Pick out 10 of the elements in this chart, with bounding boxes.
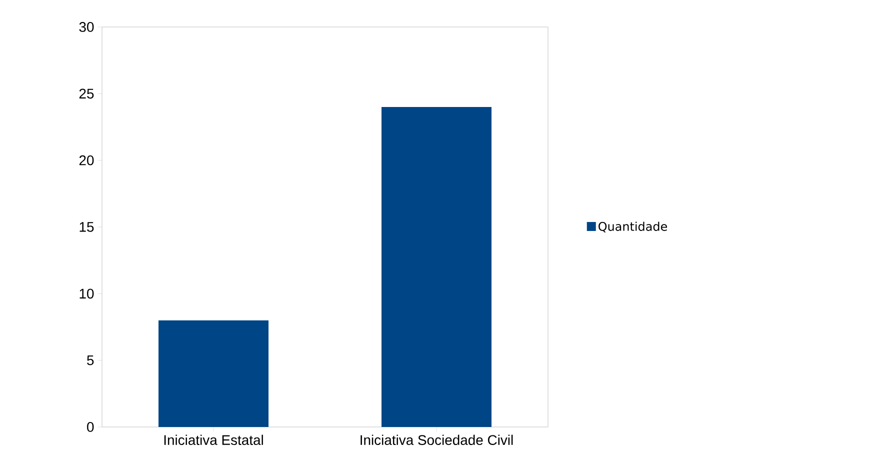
x-tick-label: Iniciativa Sociedade Civil — [360, 434, 513, 446]
y-tick-label: 0 — [87, 422, 94, 432]
y-tick-label: 5 — [87, 355, 94, 366]
y-tick-label: 30 — [79, 22, 94, 32]
y-tick-label: 15 — [80, 222, 94, 232]
legend-label: Quantidade — [598, 222, 668, 232]
y-tick-label: 25 — [79, 88, 94, 99]
y-tick-label: 10 — [80, 288, 94, 299]
x-tick-label: Iniciativa Estatal — [164, 434, 263, 446]
y-tick-label: 20 — [79, 155, 94, 166]
